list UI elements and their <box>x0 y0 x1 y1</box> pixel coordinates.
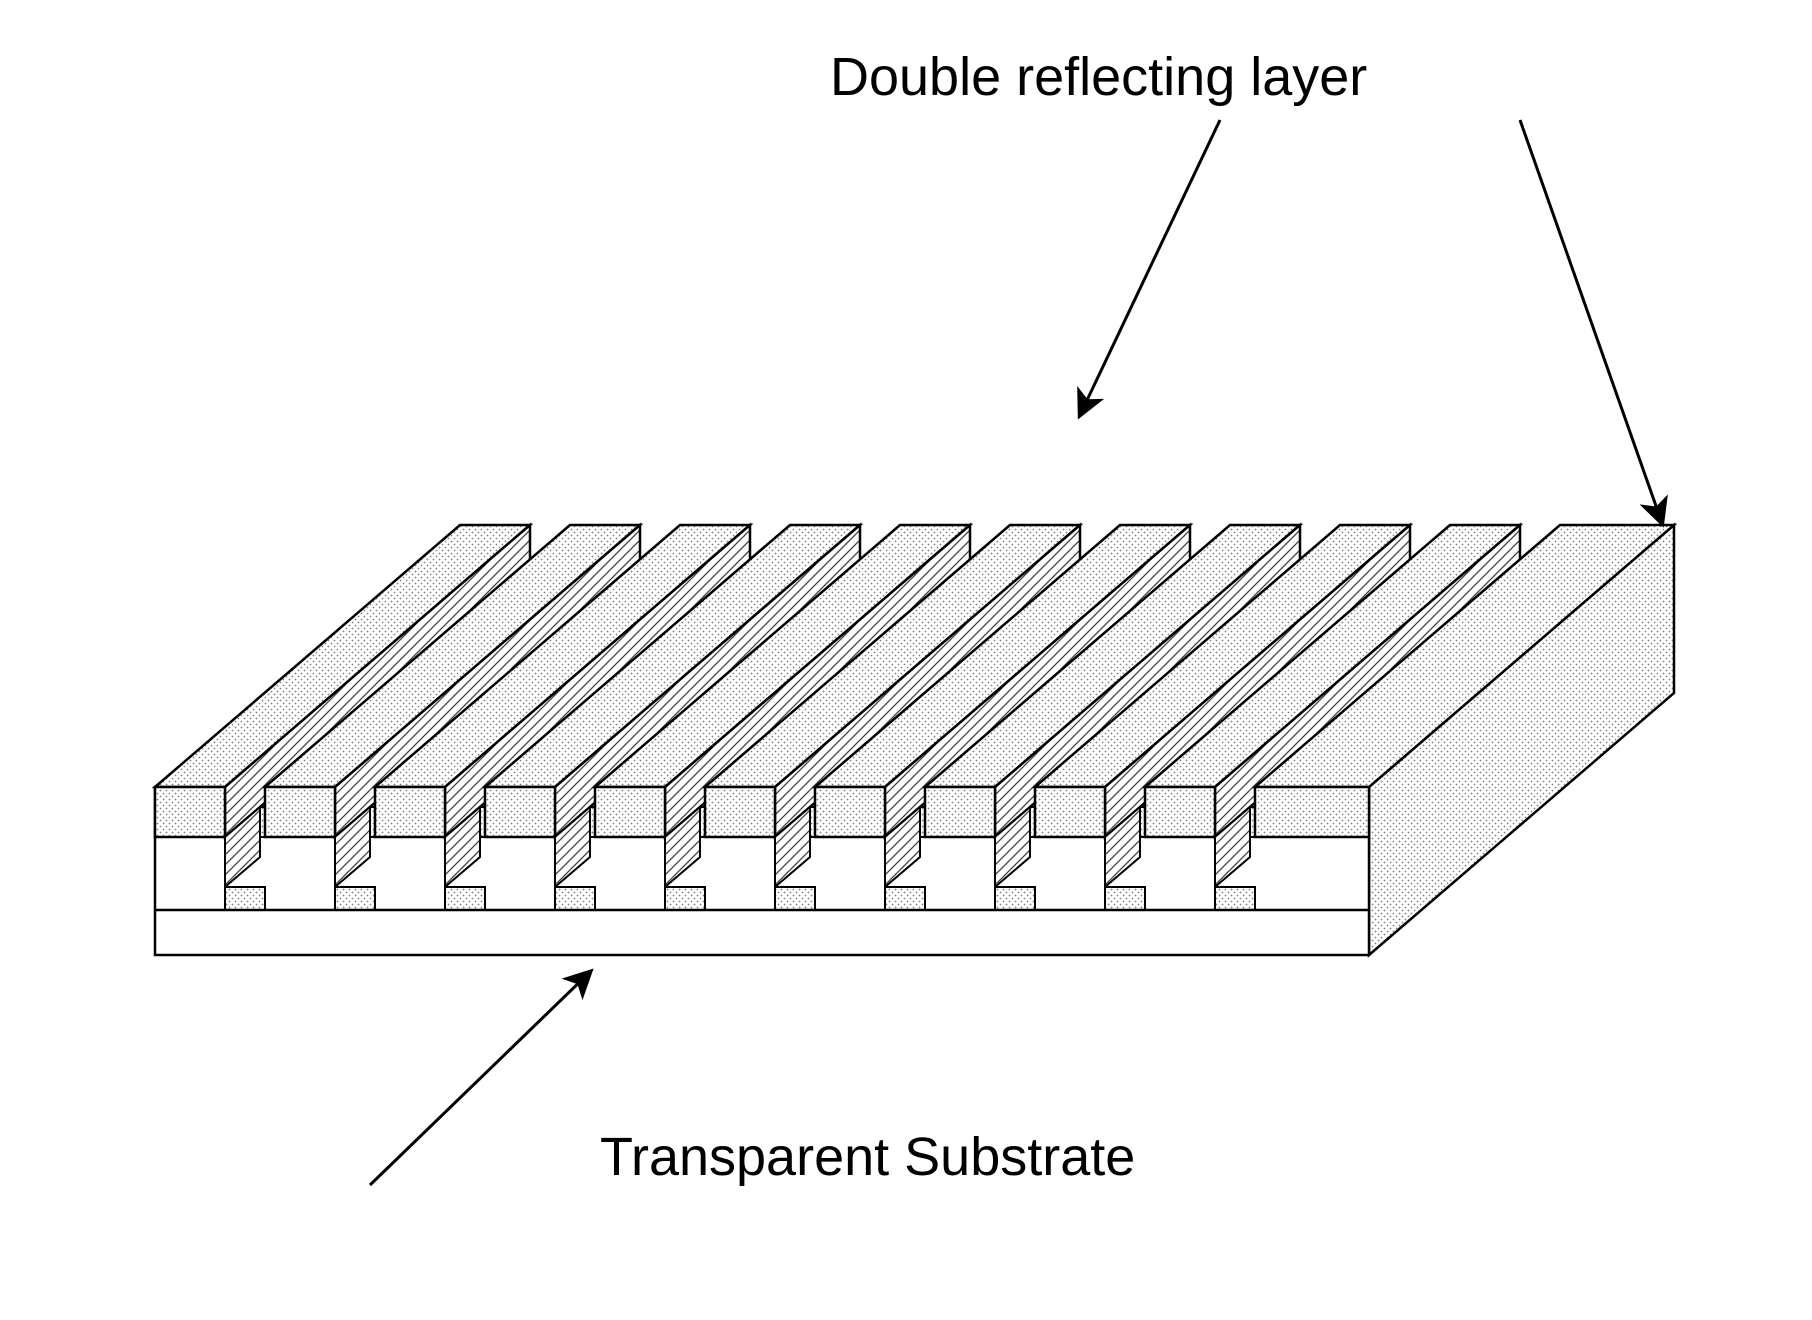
bottom-label: Transparent Substrate <box>600 1127 1135 1187</box>
top-arrow-2 <box>1520 120 1662 523</box>
bottom-arrow <box>370 972 590 1185</box>
top-label: Double reflecting layer <box>830 47 1367 107</box>
technical-diagram: Double reflecting layer Transparent Subs… <box>0 0 1812 1320</box>
top-arrow-1 <box>1080 120 1220 415</box>
